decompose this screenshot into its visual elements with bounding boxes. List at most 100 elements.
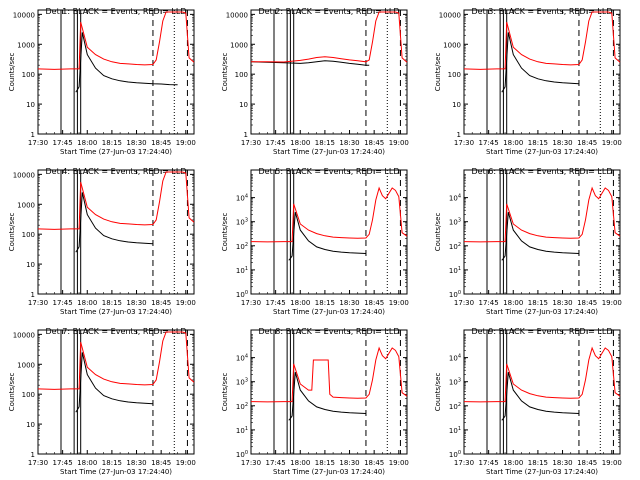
x-tick-label: 18:30 [552,299,572,307]
x-tick-label: 19:00 [176,299,196,307]
x-tick-label: 18:30 [339,299,359,307]
detector-panel-7: Det 7: BLACK = Events, RED = LLD 1 10 100 10… [8,327,196,476]
x-tick-label: 18:45 [151,299,171,307]
x-tick-label: 17:45 [479,459,499,467]
events-series-line [501,32,579,93]
x-tick-label: 17:45 [266,459,286,467]
y-tick-label: 100 [448,71,461,79]
x-tick-label: 18:00 [77,459,97,467]
y-tick-label: 101 [449,426,461,435]
detector-panel-8: Det 8: BLACK = Events, RED = LLD 100 101 10… [221,327,409,476]
y-tick-label: 10 [26,101,35,109]
y-tick-label: 10000 [13,171,35,179]
plot-frame [37,9,195,135]
x-tick-label: 19:00 [602,299,622,307]
y-tick-label: 1 [244,131,248,139]
x-tick-label: 18:00 [503,459,523,467]
y-axis-label: Counts/sec [8,373,16,412]
x-tick-label: 19:00 [176,139,196,147]
y-axis-label: Counts/sec [434,213,442,252]
y-tick-label: 102 [236,402,248,411]
x-tick-label: 17:45 [53,139,73,147]
y-tick-label: 100 [236,450,248,459]
x-tick-label: 18:15 [528,299,548,307]
x-tick-label: 17:30 [28,139,48,147]
x-axis-label: Start Time (27-Jun-03 17:24:40) [60,148,172,156]
plot-frame [463,9,621,135]
x-tick-label: 19:00 [602,139,622,147]
x-tick-label: 18:45 [151,139,171,147]
x-tick-label: 18:00 [290,459,310,467]
x-tick-label: 18:15 [315,299,335,307]
y-tick-label: 1000 [230,41,248,49]
detector-panel-5: Det 5: BLACK = Events, RED = LLD 100 101 10… [221,167,409,316]
y-tick-label: 104 [236,194,248,203]
x-axis-label: Start Time (27-Jun-03 17:24:40) [60,468,172,476]
events-series-line [288,371,366,421]
y-tick-label: 1000 [17,361,35,369]
x-tick-label: 18:45 [151,459,171,467]
lld-series-line [463,186,621,243]
x-tick-label: 17:45 [266,139,286,147]
lld-series-line [250,346,408,403]
x-tick-label: 18:00 [503,139,523,147]
y-tick-label: 100 [449,290,461,299]
x-tick-label: 17:45 [266,299,286,307]
panel-title: Det 2: BLACK = Events, RED = LLD [259,7,400,16]
x-tick-label: 18:15 [102,459,122,467]
y-tick-label: 101 [236,426,248,435]
plot-frame [250,329,408,455]
panel-title: Det 4: BLACK = Events, RED = LLD [46,167,187,176]
lld-series-line [463,11,621,70]
detector-panel-3: Det 3: BLACK = Events, RED = LLD 1 10 100 10… [434,7,622,156]
y-tick-label: 1 [31,451,35,459]
y-tick-label: 104 [449,194,461,203]
y-axis-label: Counts/sec [221,53,229,92]
y-tick-label: 103 [236,218,248,227]
x-tick-label: 17:45 [53,299,73,307]
y-tick-label: 100 [235,71,248,79]
x-tick-label: 19:00 [389,459,409,467]
panel-title: Det 6: BLACK = Events, RED = LLD [472,167,613,176]
y-axis-label: Counts/sec [221,213,229,252]
x-tick-label: 18:45 [364,459,384,467]
y-tick-label: 10 [452,101,461,109]
x-tick-label: 18:30 [552,139,572,147]
x-tick-label: 17:45 [479,139,499,147]
plot-frame [463,329,621,455]
x-tick-label: 19:00 [176,459,196,467]
x-tick-label: 17:30 [241,459,261,467]
lld-series-line [250,186,408,243]
plot-frame [250,9,408,135]
y-tick-label: 103 [449,378,461,387]
x-tick-label: 18:00 [503,299,523,307]
x-tick-label: 18:00 [77,139,97,147]
x-tick-label: 18:45 [577,139,597,147]
y-tick-label: 1 [31,291,35,299]
y-tick-label: 100 [236,290,248,299]
x-tick-label: 18:00 [290,139,310,147]
x-tick-label: 18:15 [102,299,122,307]
panel-title: Det 9: BLACK = Events, RED = LLD [472,327,613,336]
events-series-line [288,211,366,261]
y-tick-label: 1000 [17,41,35,49]
lld-series-line [37,331,195,390]
x-tick-label: 18:45 [577,299,597,307]
y-tick-label: 104 [449,354,461,363]
x-tick-label: 17:30 [454,139,474,147]
x-tick-label: 18:15 [315,139,335,147]
x-axis-label: Start Time (27-Jun-03 17:24:40) [273,468,385,476]
panel-title: Det 5: BLACK = Events, RED = LLD [259,167,400,176]
x-axis-label: Start Time (27-Jun-03 17:24:40) [273,148,385,156]
x-tick-label: 17:30 [241,139,261,147]
x-tick-label: 17:30 [28,459,48,467]
y-tick-label: 10000 [226,11,248,19]
x-tick-label: 18:00 [290,299,310,307]
events-series-line [250,60,370,66]
y-tick-label: 100 [22,391,35,399]
x-tick-label: 17:45 [479,299,499,307]
y-axis-label: Counts/sec [221,373,229,412]
lld-series-line [463,346,621,403]
y-axis-label: Counts/sec [434,373,442,412]
